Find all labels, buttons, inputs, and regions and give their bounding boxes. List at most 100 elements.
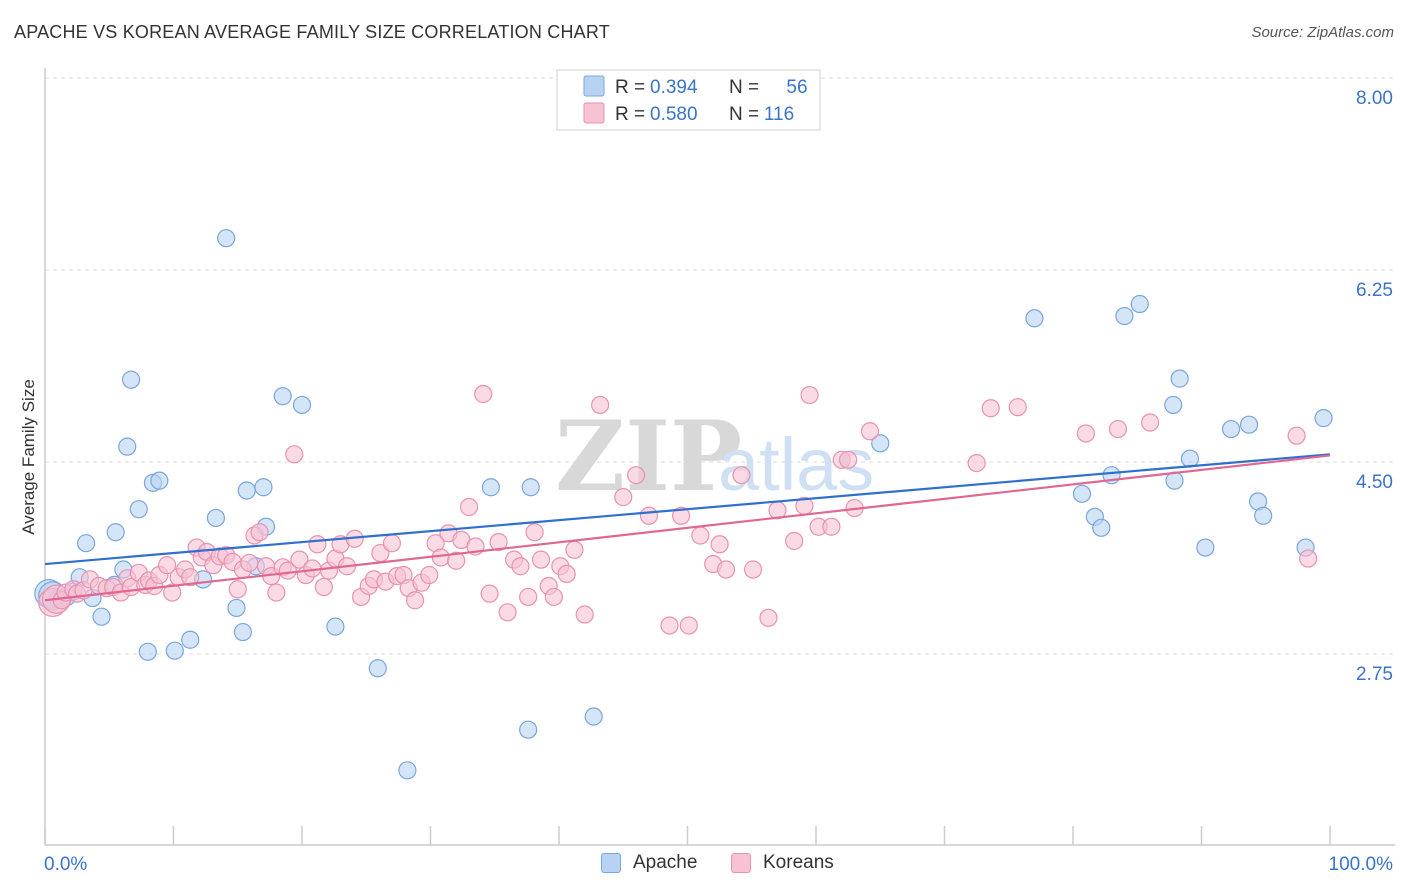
y-tick-label: 4.50 [1356,472,1393,493]
apache-point [233,622,252,642]
korean-point [489,532,508,552]
korean-point [531,550,551,569]
apache-point [237,481,256,500]
apache-point [1092,518,1111,537]
korean-point [228,580,247,599]
korean-point [511,557,530,576]
bottom-legend-apache-swatch [601,853,621,873]
apache-point [1115,306,1134,326]
korean-point [285,445,304,464]
korean-point [1076,424,1095,443]
legend-apache-swatch [583,75,605,97]
korean-point [800,385,819,405]
apache-trend-line [44,453,1331,566]
y-tick-label: 2.75 [1356,664,1393,685]
apache-point [584,707,603,726]
bottom-legend: Apache Koreans [0,850,1406,880]
apache-point [292,395,312,415]
korean-point [639,506,659,525]
korean-point [785,531,804,551]
legend-apache-r-label: R = [615,77,645,98]
korean-point [557,564,576,584]
korean-point [157,556,177,575]
korean-point [250,523,269,542]
apache-point [206,508,226,528]
korean-point [691,526,710,545]
apache-point [138,642,157,661]
apache-point [519,720,538,739]
apache-point [1180,449,1200,468]
korean-point [1140,413,1160,432]
apache-point [521,478,540,497]
korean-point [575,605,594,624]
legend-korean-swatch [583,102,605,124]
apache-point [1254,506,1273,525]
korean-point [1108,419,1128,439]
apache-point [129,500,148,519]
bottom-legend-apache-label: Apache [633,852,698,873]
points-layer [34,229,1333,780]
legend-apache-r-value: 0.394 [650,77,698,98]
korean-point [181,568,200,587]
legend-apache-n-value: 56 [786,77,807,98]
korean-point [314,577,333,597]
y-tick-label: 8.00 [1356,88,1393,109]
axis-layer: 8.00 6.25 4.50 2.75 0.0% 100.0% [44,68,1395,875]
apache-point [227,598,246,618]
korean-point [1299,549,1318,568]
apache-point [1314,409,1333,428]
korean-point [459,497,479,517]
korean-point [1287,426,1306,445]
apache-point [871,434,890,453]
apache-point [273,387,292,406]
korean-point [519,587,538,607]
apache-point [77,534,96,553]
watermark-zip: ZIP [555,400,742,513]
korean-point [420,565,439,585]
apache-point [92,607,111,626]
korean-point [240,553,259,573]
korean-point [163,583,182,602]
apache-point [254,478,273,497]
apache-point [1196,538,1215,557]
korean-point [267,583,286,602]
apache-point [1239,415,1259,434]
korean-point [382,534,402,553]
korean-point [308,535,327,554]
apache-point [106,523,125,542]
korean-trend-line [44,454,1331,602]
legend-apache-n-label: N = [729,77,759,98]
korean-point [614,488,633,507]
korean-point [525,523,544,542]
korean-point [660,616,679,635]
korean-point [671,506,691,525]
korean-point [447,551,466,570]
korean-point [981,399,1000,418]
korean-point [710,535,729,554]
legend-korean-n-value: 116 [764,104,794,125]
apache-point [165,641,184,660]
legend-korean-n-label: N = [729,104,759,125]
apache-point [1025,309,1044,328]
korean-point [544,587,563,607]
korean-point [1008,398,1027,417]
apache-point [118,437,137,456]
bottom-legend-koreans-label: Koreans [763,852,834,873]
y-tick-label: 6.25 [1356,280,1393,301]
korean-point [498,603,517,622]
korean-point [565,540,584,559]
bottom-legend-koreans-swatch [731,853,751,873]
korean-point [626,466,646,485]
apache-point [217,229,236,248]
korean-point [743,560,763,579]
apache-point [1072,484,1092,503]
korean-point [474,384,493,404]
apache-point [1130,294,1149,314]
korean-point [759,608,778,627]
apache-point [326,617,345,636]
korean-point [822,517,841,536]
korean-point [732,466,751,485]
korean-point [480,584,499,603]
x-tick-label: 100.0% [1329,854,1394,875]
